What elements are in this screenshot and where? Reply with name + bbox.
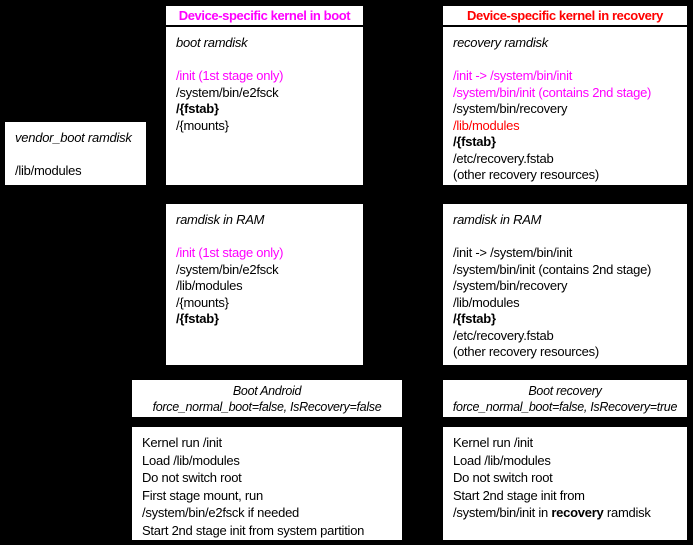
boot-recovery-box: Boot recovery force_normal_boot=false, I… <box>443 380 687 417</box>
boot-kernel-actions-box: Kernel run /init Load /lib/modules Do not … <box>132 427 402 540</box>
text-line: /lib/modules <box>453 117 520 133</box>
boot-recovery-title: Boot recovery <box>528 384 602 398</box>
text-line: /{fstab} <box>453 311 496 326</box>
text-line: First stage mount, run <box>142 487 263 503</box>
text-line: Load /lib/modules <box>453 452 551 468</box>
text-line: /{mounts} <box>176 117 229 133</box>
boot-android-box: Boot Android force_normal_boot=false, Is… <box>132 380 402 417</box>
text-line: /{fstab} <box>453 134 496 149</box>
boot-column-header: Device-specific kernel in boot <box>166 6 363 27</box>
text-line: /etc/recovery.fstab <box>453 150 554 166</box>
text-line: /init -> /system/bin/init <box>453 245 573 260</box>
text-line: (other recovery resources) <box>453 167 599 182</box>
boot-ram-title: ramdisk in RAM <box>176 212 265 227</box>
vendor-boot-ramdisk-box: vendor_boot ramdisk /lib/modules <box>5 122 146 185</box>
recovery-ram-title: ramdisk in RAM <box>453 212 542 227</box>
vendor-boot-ramdisk-lines: /lib/modules <box>15 163 140 180</box>
text-line: /system/bin/e2fsck <box>176 84 279 100</box>
boot-ramdisk-title: boot ramdisk <box>176 35 248 50</box>
text-line: /system/bin/init (contains 2nd stage) <box>453 261 652 277</box>
vendor-boot-ramdisk-title: vendor_boot ramdisk <box>15 130 132 145</box>
text-line: Kernel run /init <box>142 435 222 450</box>
text-line: /system/bin/recovery <box>453 278 568 293</box>
text-line: /system/bin/e2fsck if needed <box>142 505 300 520</box>
boot-ram-lines: /init (1st stage only)/system/bin/e2fsck… <box>176 245 357 328</box>
text-line: /etc/recovery.fstab <box>453 327 554 343</box>
text-line: Start 2nd stage init from <box>453 487 585 503</box>
text-line: /lib/modules <box>176 278 243 293</box>
text-line: /system/bin/init in recovery ramdisk <box>453 504 683 522</box>
boot-ram-box: ramdisk in RAM /init (1st stage only)/sy… <box>166 204 363 365</box>
text-segment: recovery <box>551 505 604 520</box>
boot-recovery-params: force_normal_boot=false, IsRecovery=true <box>452 400 678 414</box>
text-line: /{fstab} <box>176 101 219 116</box>
recovery-ramdisk-lines: /init -> /system/bin/init/system/bin/ini… <box>453 68 681 184</box>
boot-ramdisk-box: boot ramdisk /init (1st stage only)/syst… <box>166 27 363 185</box>
recovery-ram-box: ramdisk in RAM /init -> /system/bin/init… <box>443 204 687 365</box>
text-line: /system/bin/recovery <box>453 101 568 116</box>
text-line: /init (1st stage only) <box>176 68 284 83</box>
boot-ramdisk-lines: /init (1st stage only)/system/bin/e2fsck… <box>176 68 357 134</box>
text-line: /{fstab} <box>176 311 219 326</box>
boot-android-params: force_normal_boot=false, IsRecovery=fals… <box>152 400 382 414</box>
text-line: /lib/modules <box>453 294 520 310</box>
text-line: /system/bin/init (contains 2nd stage) <box>453 84 652 100</box>
text-line: /system/bin/e2fsck <box>176 261 279 277</box>
recovery-ram-lines: /init -> /system/bin/init/system/bin/ini… <box>453 245 681 361</box>
recovery-kernel-actions-box: Kernel run /init Load /lib/modules Do not … <box>443 427 687 540</box>
text-line: Do not switch root <box>142 470 242 485</box>
text-line: Load /lib/modules <box>142 452 240 468</box>
text-line: /{mounts} <box>176 294 229 310</box>
text-line: Do not switch root <box>453 470 553 485</box>
text-line: Start 2nd stage init from system partiti… <box>142 522 365 538</box>
recovery-kernel-actions-lines: Kernel run /init Load /lib/modules Do not … <box>453 434 683 522</box>
boot-android-title: Boot Android <box>232 384 302 398</box>
text-line: Kernel run /init <box>453 435 533 450</box>
text-line: /init (1st stage only) <box>176 245 284 260</box>
recovery-ramdisk-box: recovery ramdisk /init -> /system/bin/in… <box>443 27 687 185</box>
recovery-column-header: Device-specific kernel in recovery <box>443 6 687 27</box>
boot-kernel-actions-lines: Kernel run /init Load /lib/modules Do not … <box>142 434 398 539</box>
text-line: /lib/modules <box>15 163 82 178</box>
text-line: (other recovery resources) <box>453 344 599 359</box>
text-segment: /system/bin/init in <box>453 505 552 520</box>
recovery-ramdisk-title: recovery ramdisk <box>453 35 548 50</box>
text-segment: ramdisk <box>603 505 651 520</box>
text-line: /init -> /system/bin/init <box>453 68 573 83</box>
